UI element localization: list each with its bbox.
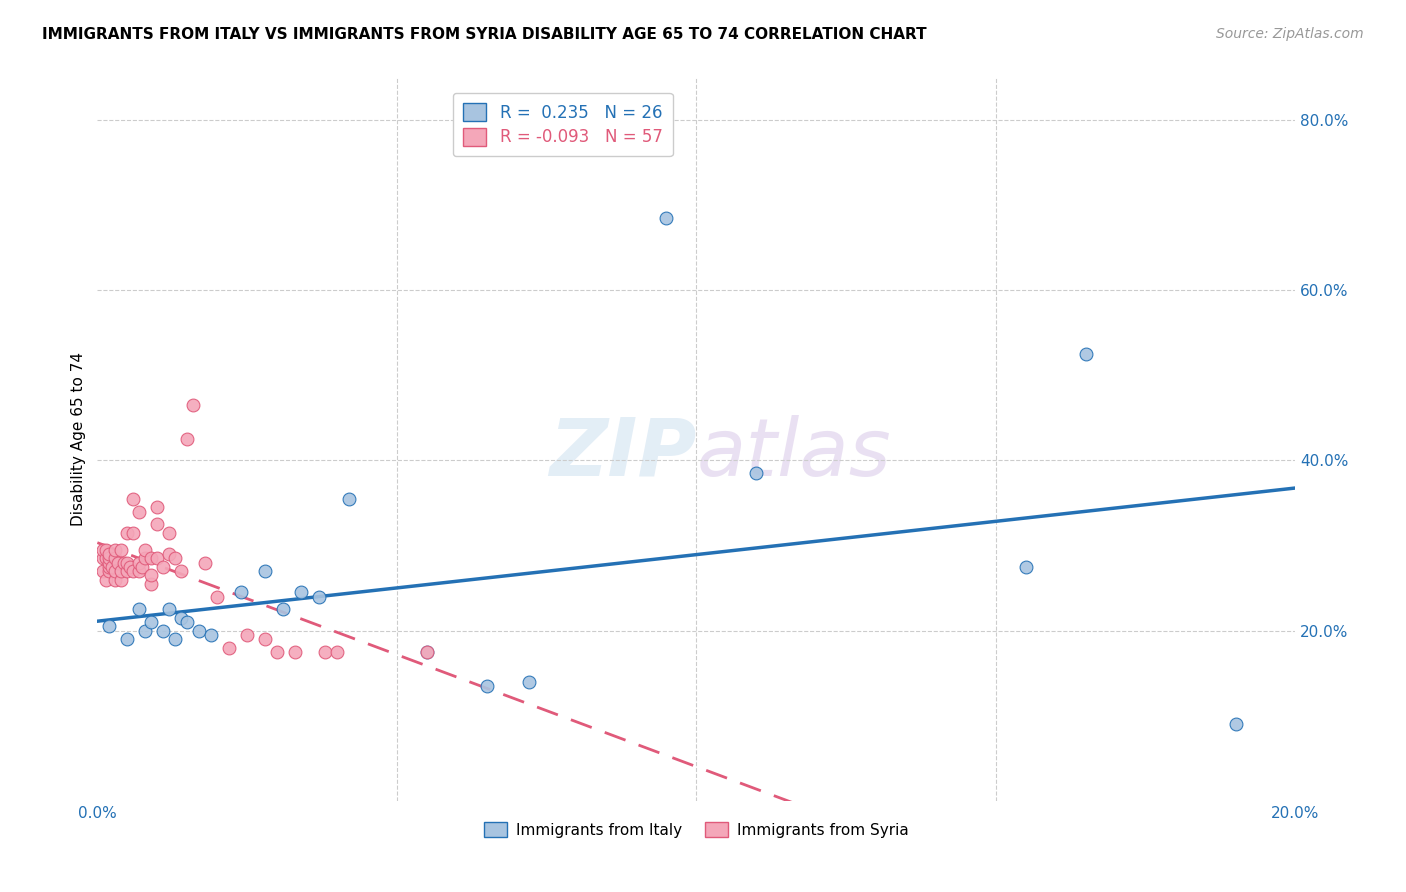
Text: ZIP: ZIP — [548, 415, 696, 492]
Point — [141, 615, 163, 629]
Point — [284, 645, 307, 659]
Point — [416, 645, 439, 659]
Point — [308, 590, 330, 604]
Point — [98, 556, 121, 570]
Point — [517, 674, 540, 689]
Legend: Immigrants from Italy, Immigrants from Syria: Immigrants from Italy, Immigrants from S… — [478, 815, 915, 844]
Point — [128, 504, 150, 518]
Point — [141, 577, 163, 591]
Point — [104, 542, 127, 557]
Point — [152, 624, 174, 638]
Point — [101, 559, 124, 574]
Point — [146, 517, 169, 532]
Point — [170, 564, 193, 578]
Point — [104, 551, 127, 566]
Point — [117, 564, 139, 578]
Point — [96, 551, 118, 566]
Point — [194, 556, 217, 570]
Text: atlas: atlas — [696, 415, 891, 492]
Text: IMMIGRANTS FROM ITALY VS IMMIGRANTS FROM SYRIA DISABILITY AGE 65 TO 74 CORRELATI: IMMIGRANTS FROM ITALY VS IMMIGRANTS FROM… — [42, 27, 927, 42]
Text: Source: ZipAtlas.com: Source: ZipAtlas.com — [1216, 27, 1364, 41]
Point — [236, 628, 259, 642]
Point — [157, 602, 180, 616]
Point — [98, 551, 121, 566]
Point — [128, 602, 150, 616]
Point — [122, 491, 145, 506]
Point — [176, 432, 198, 446]
Point — [745, 466, 768, 480]
Point — [314, 645, 336, 659]
Point — [98, 547, 121, 561]
Point — [157, 525, 180, 540]
Point — [218, 640, 240, 655]
Point — [112, 556, 135, 570]
Point — [1015, 559, 1038, 574]
Point — [128, 556, 150, 570]
Point — [1074, 347, 1097, 361]
Point — [655, 211, 678, 225]
Point — [96, 573, 118, 587]
Point — [110, 564, 132, 578]
Point — [188, 624, 211, 638]
Point — [141, 568, 163, 582]
Point — [134, 551, 156, 566]
Point — [117, 525, 139, 540]
Point — [117, 556, 139, 570]
Point — [170, 611, 193, 625]
Point — [120, 559, 142, 574]
Point — [326, 645, 349, 659]
Point — [128, 564, 150, 578]
Point — [152, 559, 174, 574]
Point — [165, 632, 187, 647]
Point — [254, 564, 277, 578]
Point — [157, 547, 180, 561]
Point — [104, 564, 127, 578]
Point — [117, 632, 139, 647]
Point — [122, 564, 145, 578]
Point — [96, 542, 118, 557]
Point — [1225, 717, 1247, 731]
Point — [141, 551, 163, 566]
Point — [200, 628, 222, 642]
Point — [98, 559, 121, 574]
Point — [146, 551, 169, 566]
Point — [146, 500, 169, 515]
Point — [93, 542, 115, 557]
Point — [254, 632, 277, 647]
Point — [475, 679, 498, 693]
Point — [93, 551, 115, 566]
Point — [98, 564, 121, 578]
Point — [93, 564, 115, 578]
Point — [337, 491, 360, 506]
Point — [181, 398, 204, 412]
Y-axis label: Disability Age 65 to 74: Disability Age 65 to 74 — [72, 352, 86, 526]
Point — [229, 585, 252, 599]
Point — [290, 585, 312, 599]
Point — [176, 615, 198, 629]
Point — [416, 645, 439, 659]
Point — [134, 624, 156, 638]
Point — [110, 573, 132, 587]
Point — [131, 559, 153, 574]
Point — [266, 645, 288, 659]
Point — [205, 590, 228, 604]
Point — [122, 525, 145, 540]
Point — [98, 619, 121, 633]
Point — [104, 573, 127, 587]
Point — [107, 556, 129, 570]
Point — [110, 542, 132, 557]
Point — [165, 551, 187, 566]
Point — [271, 602, 294, 616]
Point — [134, 542, 156, 557]
